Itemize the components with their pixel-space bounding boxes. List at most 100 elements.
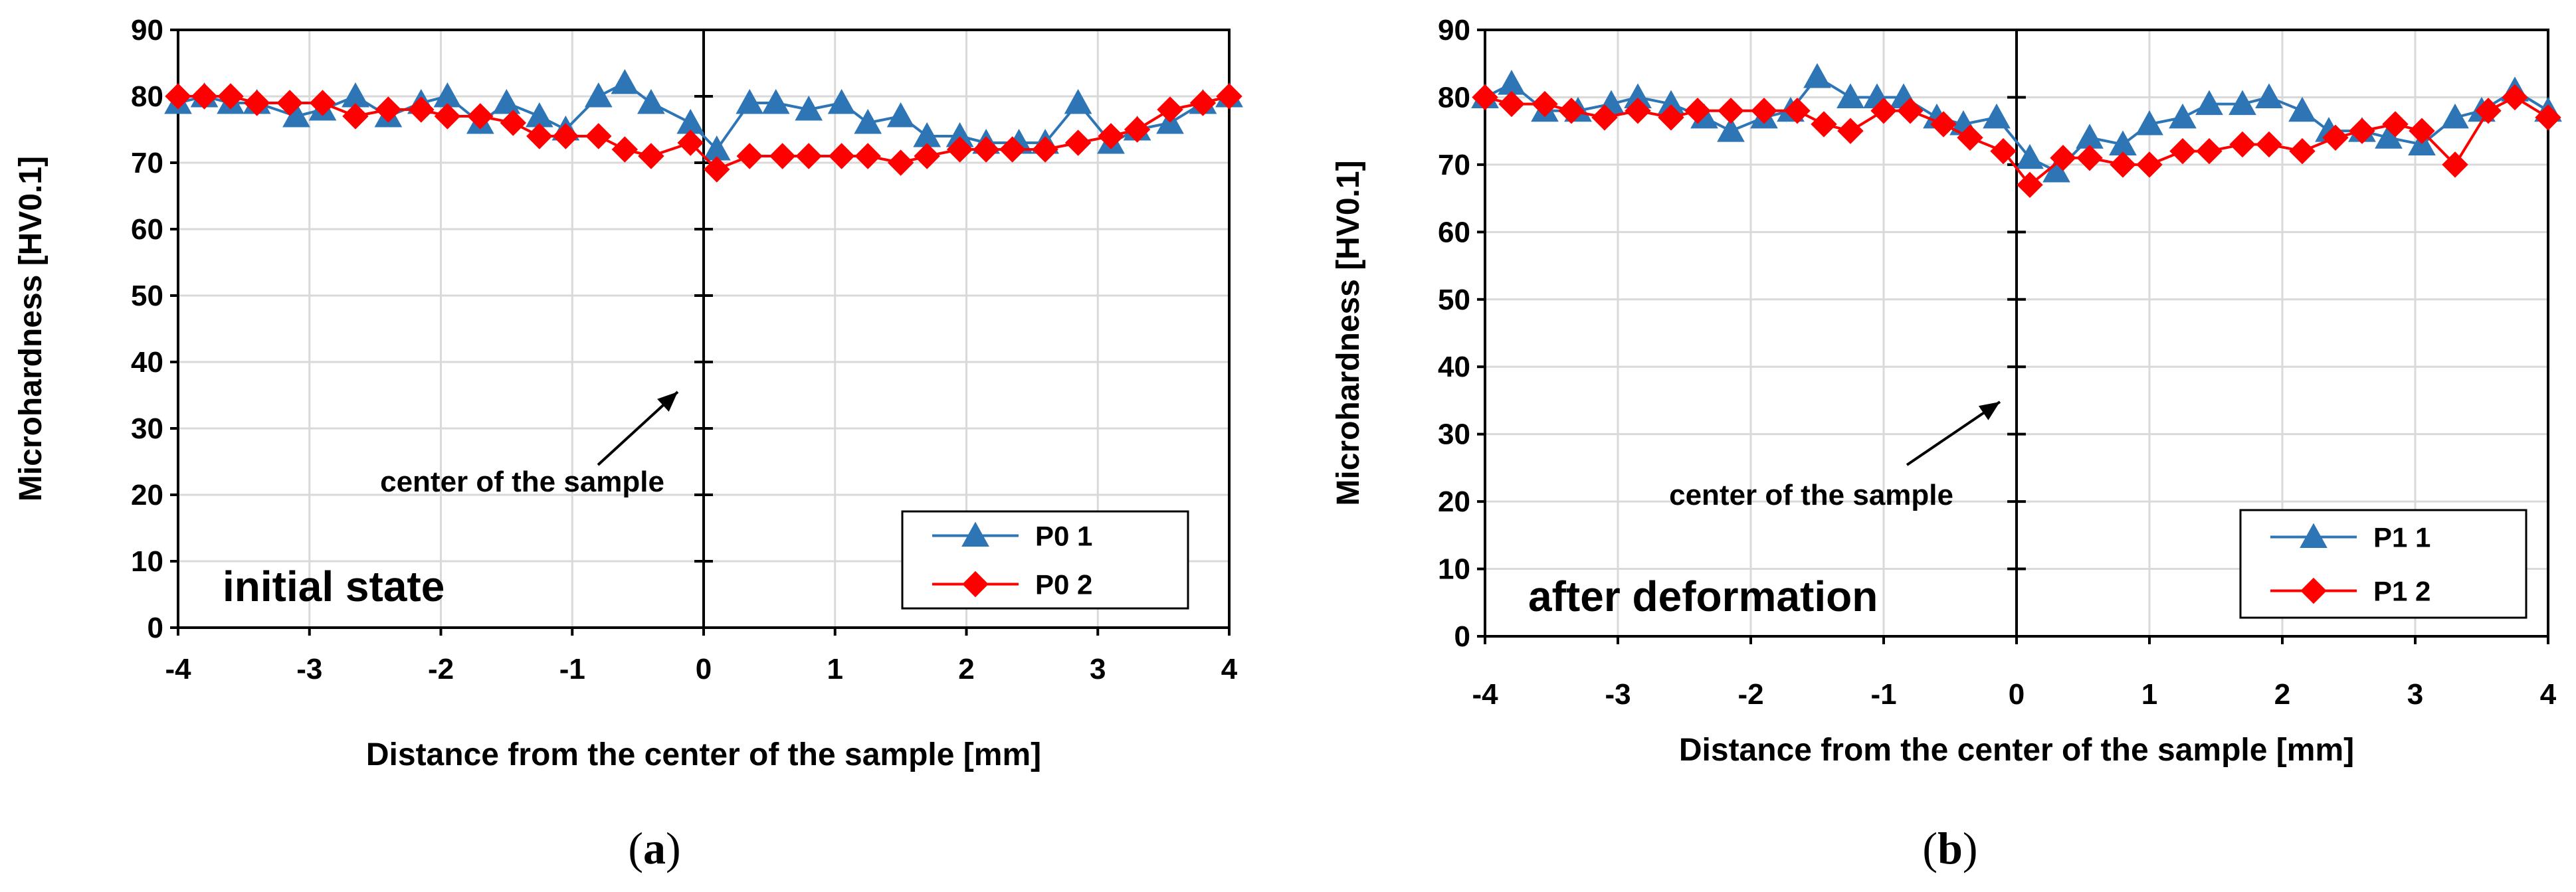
chart-b-y-tick-label-3: 30 xyxy=(1438,418,1470,451)
chart-b-y-axis-title: Microhardness [HV0.1] xyxy=(1331,160,1366,505)
chart-b-series-2-point-23 xyxy=(2169,137,2196,165)
chart-b-series-2-point-17 xyxy=(1990,137,2017,165)
chart-a-series-1-point-22 xyxy=(827,88,856,114)
chart-b-annotation-arrow-head xyxy=(1978,402,2000,420)
chart-b-x-axis-title: Distance from the center of the sample [… xyxy=(1679,733,2354,768)
chart-b-series-2-point-26 xyxy=(2256,131,2282,158)
chart-a-series-2-point-23 xyxy=(854,143,881,169)
chart-a-legend-label-2: P0 2 xyxy=(1035,569,1092,600)
chart-a-series-2-point-22 xyxy=(828,143,855,169)
chart-b-x-tick-label-6: 2 xyxy=(2274,678,2290,711)
chart-b-series-1-point-11 xyxy=(1803,62,1831,88)
chart-b-x-tick-label-2: -2 xyxy=(1737,678,1763,711)
chart-a-x-tick-label-0: -4 xyxy=(165,653,191,685)
chart-b-x-tick-label-7: 3 xyxy=(2407,678,2423,711)
chart-b-series-2-point-34 xyxy=(2502,84,2528,111)
chart-b-y-tick-label-1: 10 xyxy=(1438,553,1470,586)
chart-b-series-2-point-5 xyxy=(1625,98,1651,124)
chart-a-series-2-point-34 xyxy=(1189,90,1217,116)
chart-a-series-2-point-33 xyxy=(1157,96,1183,123)
chart-a-series-2-point-14 xyxy=(585,123,612,149)
chart-a-x-tick-label-6: 2 xyxy=(958,653,974,685)
chart-a-series-2-point-12 xyxy=(526,123,553,149)
chart-a-series-2-point-24 xyxy=(887,149,914,176)
chart-a-legend-box xyxy=(901,510,1189,610)
chart-a-y-tick-label-4: 40 xyxy=(131,346,163,379)
chart-a-x-tick-label-4: 0 xyxy=(696,653,712,685)
chart-a-y-tick-label-7: 70 xyxy=(131,147,163,179)
chart-b-series-2-point-1 xyxy=(1498,90,1525,118)
chart-a-series-2 xyxy=(165,83,1242,183)
chart-b-x-tick-label-5: 1 xyxy=(2141,678,2157,711)
chart-a-series-1-point-16 xyxy=(637,88,665,114)
chart-b-series-2-point-6 xyxy=(1658,104,1684,131)
chart-a-y-tick-label-8: 80 xyxy=(131,80,163,113)
chart-a-x-tick-label-5: 1 xyxy=(827,653,843,685)
chart-b-series-2-point-10 xyxy=(1784,98,1811,124)
chart-a-series-2-point-21 xyxy=(795,143,822,169)
chart-b-series-1-point-8 xyxy=(1717,117,1745,142)
chart-b-legend-marker-2 xyxy=(2300,577,2327,604)
chart-a-series-2-point-25 xyxy=(914,143,940,169)
chart-a-x-tick-label-3: -1 xyxy=(559,653,585,685)
chart-b-series-1-point-24 xyxy=(2195,90,2223,116)
chart-a-series-2-point-2 xyxy=(217,83,244,110)
chart-a-series-1-point-19 xyxy=(736,88,764,114)
chart-b-y-tick-label-0: 0 xyxy=(1454,620,1470,653)
chart-a-x-tick-label-8: 4 xyxy=(1221,653,1238,685)
chart-a-y-tick-label-1: 10 xyxy=(131,545,163,578)
chart-b-series-1-point-32 xyxy=(2441,103,2469,129)
chart-b-series-2-point-30 xyxy=(2382,111,2409,137)
chart-a-series-2-point-19 xyxy=(736,143,763,169)
chart-a-x-tick-label-7: 3 xyxy=(1090,653,1106,685)
chart-a-series-2-point-8 xyxy=(408,96,435,123)
chart-a-y-tick-label-3: 30 xyxy=(131,412,163,445)
chart-b-series-2-point-9 xyxy=(1751,98,1777,124)
chart-b-series-2-point-0 xyxy=(1472,84,1498,111)
chart-b-series-2-point-35 xyxy=(2535,104,2561,131)
chart-b-legend-label-1: P1 1 xyxy=(2373,522,2430,553)
chart-a-series-2-point-13 xyxy=(552,123,579,149)
chart-b-series-2-point-4 xyxy=(1591,104,1618,131)
chart-a-series-2-point-31 xyxy=(1098,123,1124,149)
chart-a-annotation-arrow-head xyxy=(657,392,678,412)
chart-a-series-2-point-5 xyxy=(309,90,336,116)
chart-b-series-2-point-15 xyxy=(1930,111,1957,137)
chart-a-state-label: initial state xyxy=(223,563,445,610)
chart-a-series-2-point-29 xyxy=(1032,136,1058,163)
chart-b-x-tick-label-1: -3 xyxy=(1605,678,1631,711)
chart-a-series-2-point-30 xyxy=(1064,130,1092,156)
chart-b-series-2-point-12 xyxy=(1837,118,1864,144)
chart-a-series-2-point-35 xyxy=(1216,83,1242,110)
chart-a-series-1-point-14 xyxy=(584,82,613,108)
chart-a-series-2-point-9 xyxy=(434,103,461,130)
chart-b-x-tick-label-3: -1 xyxy=(1870,678,1896,711)
chart-a-series-2-point-15 xyxy=(611,136,639,163)
chart-a-series-2-point-10 xyxy=(467,103,494,130)
chart-a-legend-label-1: P0 1 xyxy=(1035,521,1092,552)
chart-a-center-annotation: center of the sample xyxy=(380,466,664,498)
chart-b-center-annotation: center of the sample xyxy=(1669,479,1953,511)
chart-a-series-1-point-11 xyxy=(492,88,521,114)
chart-a-y-tick-label-0: 0 xyxy=(148,612,163,644)
chart-b-x-tick-label-4: 0 xyxy=(2009,678,2025,711)
chart-a-legend-marker-1 xyxy=(961,521,989,547)
chart-a-series-1-point-21 xyxy=(795,95,823,121)
chart-b-series-2-point-13 xyxy=(1870,98,1897,124)
chart-a-series-1-point-30 xyxy=(1064,88,1092,114)
chart-panel-a: 0 10 20 30 40 50 60 70 80 90 -4 -3 -2 -1 0 1 2 3 4 Distance… xyxy=(13,14,1243,772)
chart-a-series-1-point-15 xyxy=(611,68,639,94)
caption-a: (a) xyxy=(628,823,680,873)
caption-b: (b) xyxy=(1922,823,1977,873)
chart-b-series-2-point-21 xyxy=(2110,151,2136,178)
chart-a-y-tick-label-9: 90 xyxy=(131,14,163,46)
chart-b-series-2-point-11 xyxy=(1811,111,1837,137)
chart-b-series-1-point-25 xyxy=(2229,90,2256,116)
chart-a-legend-marker-2 xyxy=(962,571,989,598)
chart-a-series-2-point-3 xyxy=(243,90,270,116)
chart-b-series-2-point-31 xyxy=(2409,118,2435,144)
chart-b-series-2-point-22 xyxy=(2136,151,2163,178)
chart-b-legend-label-2: P1 2 xyxy=(2373,576,2430,607)
chart-b-series-2 xyxy=(1472,84,2561,199)
